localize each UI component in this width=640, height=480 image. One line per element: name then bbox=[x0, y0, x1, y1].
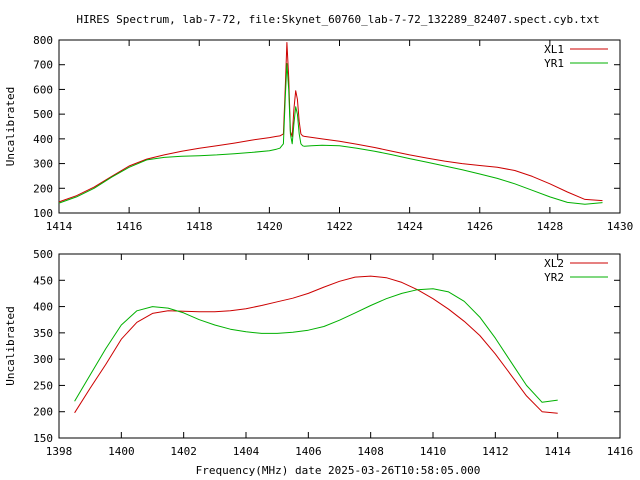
y-tick-label: 350 bbox=[33, 327, 53, 340]
x-tick-label: 1422 bbox=[326, 220, 353, 233]
x-tick-label: 1416 bbox=[607, 445, 634, 458]
y-tick-label: 600 bbox=[33, 83, 53, 96]
series-line-xl1 bbox=[58, 42, 603, 203]
y-tick-label: 300 bbox=[33, 158, 53, 171]
x-tick-label: 1410 bbox=[420, 445, 447, 458]
legend-label-yr2: YR2 bbox=[544, 271, 564, 284]
x-tick-label: 1416 bbox=[116, 220, 143, 233]
plot-frame bbox=[58, 253, 621, 439]
x-tick-label: 1398 bbox=[46, 445, 73, 458]
plot-1: 1414 1416 1418 1420 1422 1424 1426 1428 1430 100 2… bbox=[4, 34, 633, 233]
y-tick-label: 150 bbox=[33, 432, 53, 445]
y-tick-label: 450 bbox=[33, 274, 53, 287]
x-tick-label: 1402 bbox=[170, 445, 197, 458]
series-line-xl2 bbox=[74, 275, 558, 414]
x-tick-label: 1418 bbox=[186, 220, 213, 233]
y-tick-label: 700 bbox=[33, 59, 53, 72]
legend-label-yr1: YR1 bbox=[544, 57, 564, 70]
plot-2: 1398 1400 1402 1404 1406 1408 1410 1412 1414 1416… bbox=[4, 248, 633, 458]
x-tick-label: 1406 bbox=[295, 445, 322, 458]
x-tick-label: 1424 bbox=[396, 220, 423, 233]
y-tick-label: 200 bbox=[33, 182, 53, 195]
legend-label-xl2: XL2 bbox=[544, 257, 564, 270]
x-tick-label: 1400 bbox=[108, 445, 135, 458]
y-tick-label: 400 bbox=[33, 301, 53, 314]
plots-group: 1414 1416 1418 1420 1422 1424 1426 1428 1430 100 2… bbox=[4, 34, 633, 458]
y-tick-label: 100 bbox=[33, 207, 53, 220]
legend-label-xl1: XL1 bbox=[544, 43, 564, 56]
x-tick-label: 1428 bbox=[537, 220, 564, 233]
y-tick-label: 500 bbox=[33, 108, 53, 121]
series-line-yr1 bbox=[58, 63, 603, 205]
y-tick-label: 800 bbox=[33, 34, 53, 47]
y-axis-label: Uncalibrated bbox=[4, 306, 17, 385]
x-tick-label: 1404 bbox=[233, 445, 260, 458]
y-tick-label: 250 bbox=[33, 379, 53, 392]
x-tick-label: 1412 bbox=[482, 445, 509, 458]
y-tick-label: 500 bbox=[33, 248, 53, 261]
series-line-yr2 bbox=[74, 288, 558, 403]
x-tick-label: 1430 bbox=[607, 220, 634, 233]
y-tick-label: 300 bbox=[33, 353, 53, 366]
y-tick-label: 400 bbox=[33, 133, 53, 146]
x-tick-label: 1420 bbox=[256, 220, 283, 233]
x-tick-label: 1426 bbox=[467, 220, 494, 233]
y-tick-label: 200 bbox=[33, 406, 53, 419]
y-axis-label: Uncalibrated bbox=[4, 87, 17, 166]
x-tick-label: 1408 bbox=[357, 445, 384, 458]
figure-title: HIRES Spectrum, lab-7-72, file:Skynet_60… bbox=[76, 13, 599, 26]
x-tick-label: 1414 bbox=[544, 445, 571, 458]
x-axis-label: Frequency(MHz) date 2025-03-26T10:58:05.… bbox=[196, 464, 481, 477]
x-tick-label: 1414 bbox=[46, 220, 73, 233]
